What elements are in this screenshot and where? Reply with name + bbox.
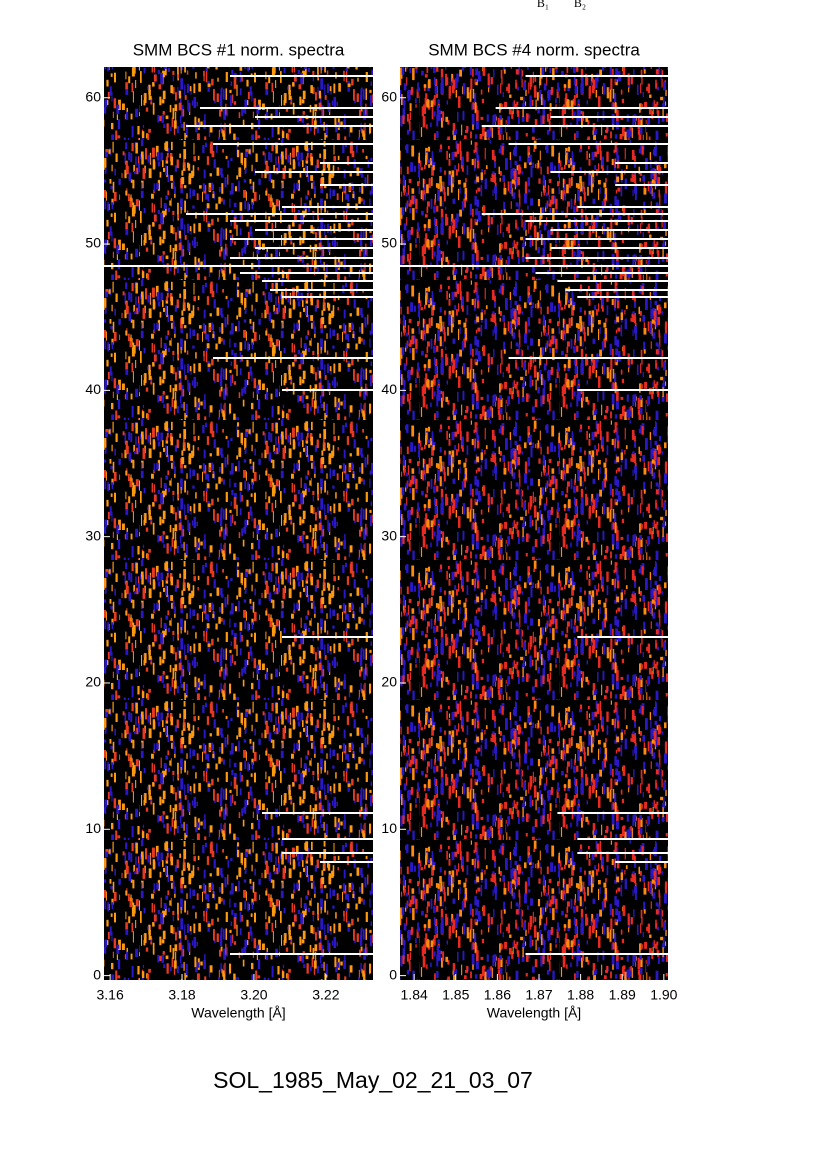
x-tick-label: 1.89 — [609, 987, 636, 1003]
x-tick-label: 1.90 — [650, 987, 677, 1003]
x-tick-label: 3.18 — [168, 987, 195, 1003]
x-tick-label: 3.22 — [312, 987, 339, 1003]
y-tick-label: 20 — [85, 674, 101, 690]
x-axis-label: Wavelength [Å] — [191, 1005, 285, 1021]
y-tick-label: 60 — [381, 88, 397, 104]
y-tick-label: 40 — [381, 381, 397, 397]
y-tick-label: 50 — [85, 235, 101, 251]
y-tick-label: 50 — [381, 235, 397, 251]
x-tick-label: 3.20 — [240, 987, 267, 1003]
y-tick-label: 10 — [381, 820, 397, 836]
y-tick-label: 40 — [85, 381, 101, 397]
spectrum-image — [104, 67, 373, 980]
x-tick-label: 1.88 — [567, 987, 594, 1003]
chart-title: SMM BCS #1 norm. spectra — [133, 40, 345, 59]
spectrum-image — [400, 67, 668, 980]
chart-title: SMM BCS #4 norm. spectra — [428, 40, 640, 59]
y-tick-label: 10 — [85, 820, 101, 836]
top-label: B₁ — [537, 0, 549, 10]
footer-label: SOL_1985_May_02_21_03_07 — [213, 1067, 533, 1093]
x-tick-label: 1.85 — [442, 987, 469, 1003]
y-tick-label: 20 — [381, 674, 397, 690]
x-tick-label: 1.86 — [484, 987, 511, 1003]
x-tick-label: 1.84 — [401, 987, 428, 1003]
y-tick-label: 30 — [381, 527, 397, 543]
y-tick-label: 0 — [93, 966, 101, 982]
x-tick-label: 1.87 — [525, 987, 552, 1003]
top-label: B₂ — [574, 0, 586, 10]
x-axis-label: Wavelength [Å] — [487, 1005, 581, 1021]
y-tick-label: 30 — [85, 527, 101, 543]
y-tick-label: 0 — [389, 966, 397, 982]
x-tick-label: 3.16 — [96, 987, 123, 1003]
y-tick-label: 60 — [85, 88, 101, 104]
